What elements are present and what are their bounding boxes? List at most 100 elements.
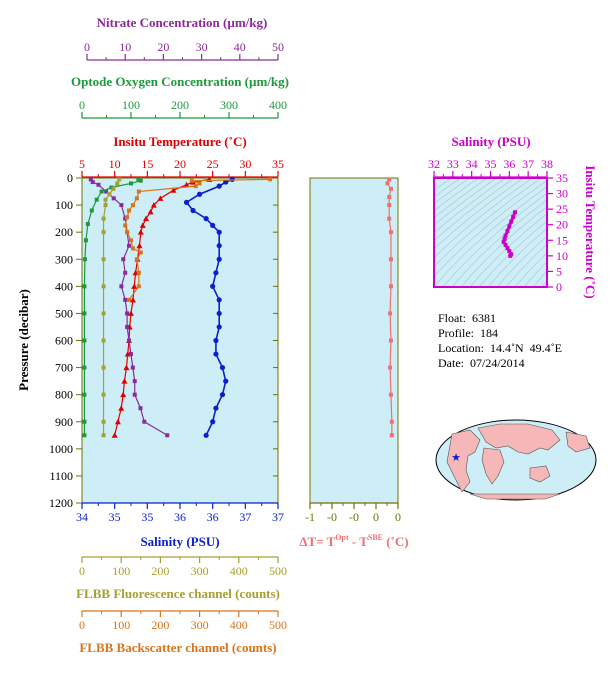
backscatter-axis-tick-label: 200 [151, 618, 169, 632]
ts-point [511, 214, 516, 219]
ts-density-contour [532, 270, 547, 287]
oxygen-axis-title: Optode Oxygen Concentration (µm/kg) [71, 74, 289, 89]
backscatter-point [189, 178, 194, 183]
salinity-point [216, 183, 222, 189]
temperature-axis-tick-label: 35 [272, 157, 284, 171]
map-landmass-eurasia [477, 423, 561, 455]
oxygen-axis-tick-label: 0 [79, 98, 85, 112]
temperature-point [147, 208, 154, 215]
pressure-tick-label: 400 [55, 279, 73, 293]
fluorescence-axis-tick-label: 200 [151, 564, 169, 578]
fluorescence-point [103, 197, 108, 202]
oxygen-point [83, 238, 88, 243]
temperature-point [111, 432, 118, 438]
ts-point [505, 246, 510, 251]
backscatter-axis-tick-label: 300 [191, 618, 209, 632]
pressure-tick-label: 300 [55, 252, 73, 266]
temperature-point [170, 187, 177, 193]
fluorescence-axis-tick-label: 500 [269, 564, 287, 578]
fluorescence-point [101, 284, 106, 289]
oxygen-point [82, 284, 87, 289]
fluorescence-axis-tick-label: 400 [230, 564, 248, 578]
map-landmass-americas [446, 429, 481, 493]
ts-point [505, 228, 510, 233]
salinity-axis-tick-label: 35 [141, 510, 153, 524]
delta-t-axis-tick-label: 0 [373, 510, 379, 524]
ts-temperature-tick-label: 5 [556, 264, 562, 278]
backscatter-point [136, 189, 141, 194]
ts-density-contours [434, 178, 547, 287]
fluorescence-point [101, 311, 106, 316]
nitrate-point [119, 203, 124, 208]
ts-temperature-tick-label: 15 [556, 233, 568, 247]
temperature-point [118, 405, 125, 411]
delta-t-panel [309, 177, 399, 504]
oxygen-axis: 0 100 200 300 400 [79, 98, 287, 119]
salinity-axis-tick-label: 35 [109, 510, 121, 524]
nitrate-axis: 0 10 20 30 40 50 [84, 40, 284, 61]
temperature-point [121, 378, 128, 384]
nitrate-point [130, 365, 135, 370]
pressure-tick-label: 600 [55, 334, 73, 348]
temperature-point [123, 364, 130, 371]
backscatter-point [136, 270, 141, 275]
ts-point [502, 236, 507, 241]
oxygen-point [82, 392, 87, 397]
pressure-tick-label: 700 [55, 361, 73, 375]
nitrate-point [88, 177, 93, 182]
backscatter-axis-title: FLBB Backscatter channel (counts) [79, 640, 276, 655]
temperature-axis-tick-label: 15 [141, 157, 153, 171]
temperature-point [143, 215, 150, 222]
oxygen-point [99, 189, 104, 194]
ts-salinity-axis: 32 33 34 35 36 37 38 [428, 157, 553, 178]
temperature-axis-tick-label: 20 [174, 157, 186, 171]
delta-t-axis: -1 -0 -0 0 0 [305, 502, 401, 524]
pressure-tick-label: 100 [55, 198, 73, 212]
pressure-tick-label: 800 [55, 388, 73, 402]
salinity-point [213, 405, 219, 411]
nitrate-point [128, 352, 133, 357]
salinity-point [203, 216, 209, 222]
nitrate-axis-tick-label: 30 [196, 40, 208, 54]
oxygen-point [129, 181, 133, 186]
ts-density-contour [434, 178, 506, 234]
temperature-point [114, 418, 121, 425]
ts-point [503, 242, 508, 247]
salinity-point [216, 229, 222, 235]
pressure-axis-title: Pressure (decibar) [16, 289, 31, 391]
salinity-point [229, 176, 235, 182]
pressure-tick-label: 1200 [49, 496, 73, 510]
nitrate-point [125, 311, 130, 316]
ts-point [507, 249, 512, 254]
temperature-point [136, 242, 143, 249]
salinity-axis-tick-label: 34 [76, 510, 88, 524]
temperature-point [129, 296, 136, 303]
oxygen-point [138, 178, 143, 183]
delta-t-point [388, 365, 393, 370]
ts-density-contour [434, 178, 542, 268]
delta-t-point [387, 194, 392, 199]
fluorescence-point [103, 203, 108, 208]
ts-density-contour [434, 178, 533, 258]
oxygen-point [89, 208, 94, 213]
map-float-location-marker: ★ [451, 452, 461, 464]
fluorescence-point [101, 257, 106, 262]
temperature-axis-tick-label: 30 [239, 157, 251, 171]
temperature-axis-title: Insitu Temperature (˚C) [113, 134, 246, 149]
pressure-tick-label: 200 [55, 225, 73, 239]
fluorescence-axis: 0 100 200 300 400 500 [79, 556, 287, 578]
temperature-point [120, 391, 127, 398]
delta-t-axis-tick-label: -0 [327, 510, 337, 524]
salinity-axis-tick-label: 37 [239, 510, 251, 524]
nitrate-axis-tick-label: 10 [119, 40, 131, 54]
salinity-point [213, 351, 219, 357]
temperature-axis: 5 10 15 20 25 30 35 [79, 157, 284, 178]
profile-series-layer [82, 176, 273, 438]
date: Date: 07/24/2014 [438, 356, 525, 370]
salinity-point [219, 392, 226, 398]
ts-salinity-axis-tick-label: 37 [522, 157, 534, 171]
ts-series-layer [501, 210, 517, 258]
temperature-point [150, 202, 157, 208]
salinity-point [197, 191, 203, 197]
